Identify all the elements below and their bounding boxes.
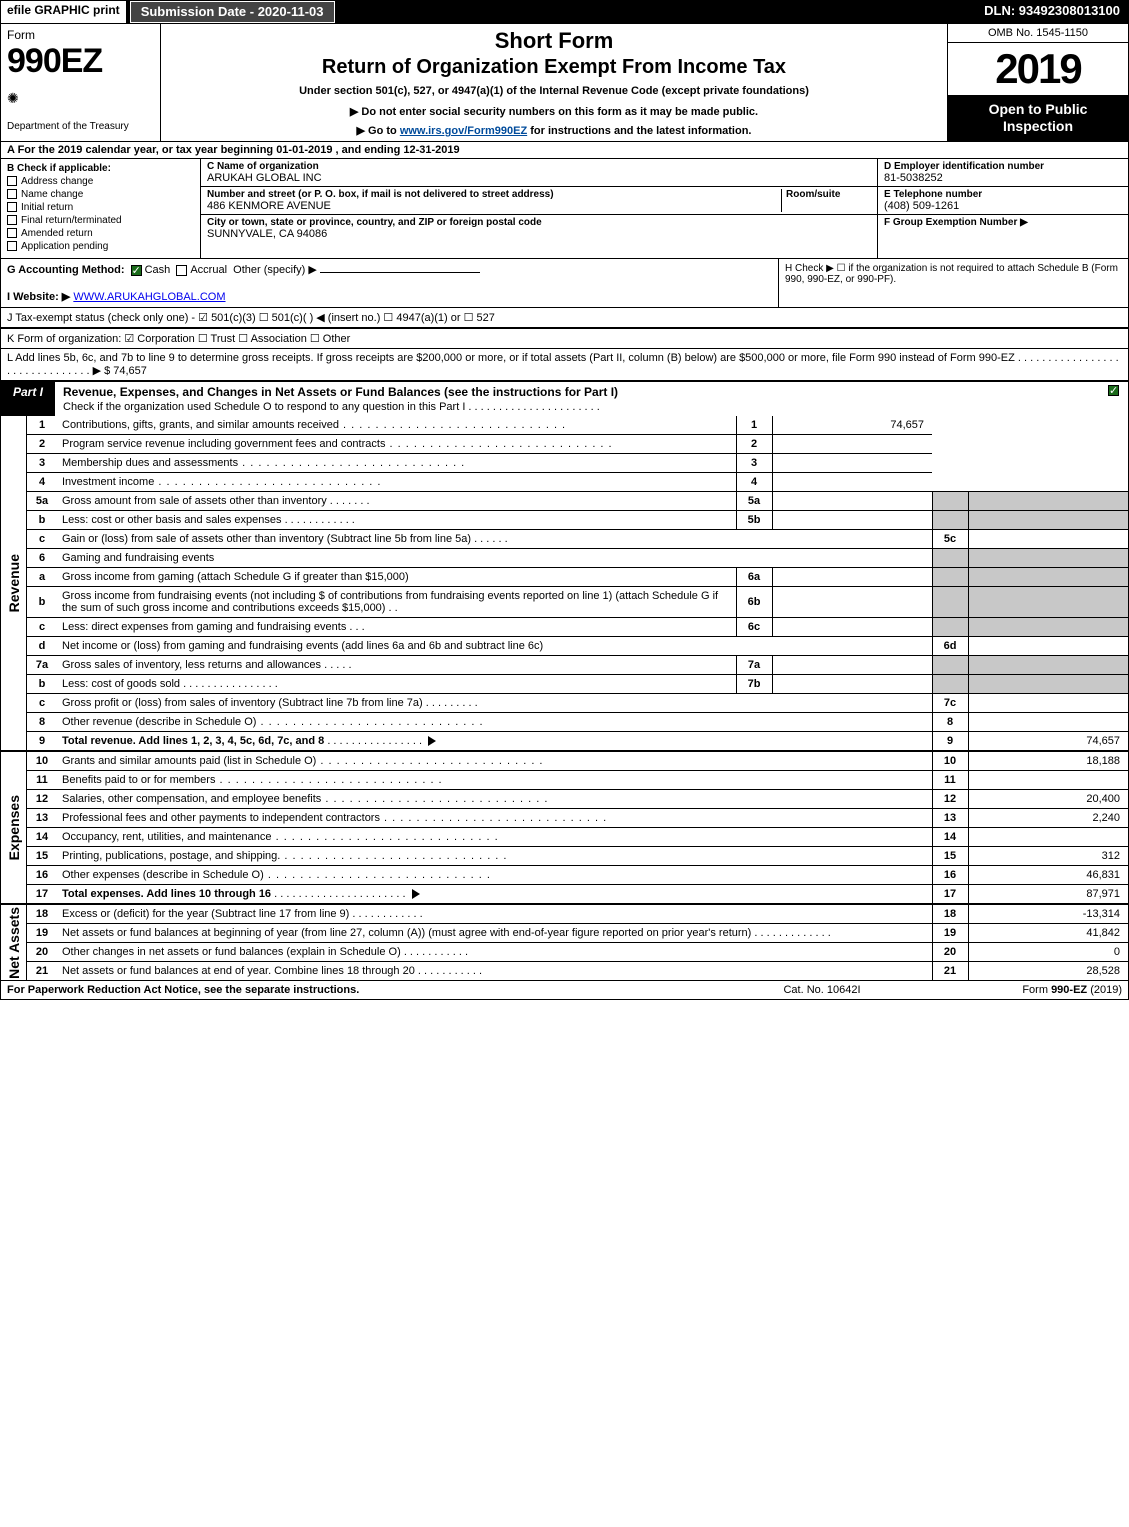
chk-amended-return[interactable]: Amended return xyxy=(7,228,194,239)
line-9-total-revenue: 74,657 xyxy=(968,732,1128,751)
header-left: Form 990EZ ✺ Department of the Treasury xyxy=(1,24,161,141)
revenue-vlabel: Revenue xyxy=(6,554,22,612)
line-17-total-expenses: 87,971 xyxy=(968,885,1128,904)
omb-number: OMB No. 1545-1150 xyxy=(948,24,1128,43)
open-inspection-badge: Open to Public Inspection xyxy=(948,95,1128,141)
chk-initial-return[interactable]: Initial return xyxy=(7,202,194,213)
line-a-tax-year: A For the 2019 calendar year, or tax yea… xyxy=(1,141,1128,158)
irs-link[interactable]: www.irs.gov/Form990EZ xyxy=(400,125,527,137)
catalog-number: Cat. No. 10642I xyxy=(722,984,922,996)
box-b-title: B Check if applicable: xyxy=(7,163,194,174)
net-assets-table: 18Excess or (deficit) for the year (Subt… xyxy=(27,905,1128,980)
chk-application-pending[interactable]: Application pending xyxy=(7,241,194,252)
return-title: Return of Organization Exempt From Incom… xyxy=(169,56,939,79)
address-value: 486 KENMORE AVENUE xyxy=(207,200,781,212)
net-assets-vlabel: Net Assets xyxy=(6,907,22,979)
form-footer-label: Form 990-EZ (2019) xyxy=(922,984,1122,996)
room-suite-label: Room/suite xyxy=(786,189,871,200)
part-1-checkbox[interactable] xyxy=(1099,382,1128,416)
department-label: Department of the Treasury xyxy=(7,121,154,132)
org-name: ARUKAH GLOBAL INC xyxy=(207,172,871,184)
line-g-accounting: G Accounting Method: Cash Accrual Other … xyxy=(1,259,778,307)
org-name-label: C Name of organization xyxy=(207,161,871,172)
line-j-tax-exempt: J Tax-exempt status (check only one) - ☑… xyxy=(1,307,1128,327)
line-21-net-assets-eoy: 28,528 xyxy=(968,962,1128,981)
line-g-label: G Accounting Method: xyxy=(7,264,125,276)
form-word: Form xyxy=(7,28,154,42)
chk-cash[interactable] xyxy=(131,265,142,276)
page-footer: For Paperwork Reduction Act Notice, see … xyxy=(1,980,1128,999)
treasury-seal-icon: ✺ xyxy=(7,90,19,107)
expenses-vlabel: Expenses xyxy=(6,795,22,860)
paperwork-notice: For Paperwork Reduction Act Notice, see … xyxy=(7,984,722,996)
tax-year: 2019 xyxy=(948,43,1128,95)
part-1-check-text: Check if the organization used Schedule … xyxy=(63,401,600,413)
triangle-icon xyxy=(428,736,436,746)
line-k-org-form: K Form of organization: ☑ Corporation ☐ … xyxy=(1,327,1128,348)
form-990ez-page: efile GRAPHIC print Submission Date - 20… xyxy=(0,0,1129,1000)
box-c: C Name of organization ARUKAH GLOBAL INC… xyxy=(201,159,878,258)
header-title-block: Short Form Return of Organization Exempt… xyxy=(161,24,948,141)
line-h-schedule-b: H Check ▶ ☐ if the organization is not r… xyxy=(778,259,1128,307)
box-d-e-f: D Employer identification number 81-5038… xyxy=(878,159,1128,258)
ein-label: D Employer identification number xyxy=(884,161,1122,172)
part-1-title: Revenue, Expenses, and Changes in Net As… xyxy=(55,382,1099,416)
form-number: 990EZ xyxy=(7,42,154,81)
form-header: Form 990EZ ✺ Department of the Treasury … xyxy=(1,23,1128,141)
website-link[interactable]: WWW.ARUKAHGLOBAL.COM xyxy=(73,291,225,303)
goto-pre: ▶ Go to xyxy=(357,125,400,137)
city-value: SUNNYVALE, CA 94086 xyxy=(207,228,871,240)
goto-instructions: ▶ Go to www.irs.gov/Form990EZ for instru… xyxy=(169,124,939,137)
chk-address-change[interactable]: Address change xyxy=(7,176,194,187)
ein-value: 81-5038252 xyxy=(884,172,1122,184)
triangle-icon xyxy=(412,889,420,899)
goto-post: for instructions and the latest informat… xyxy=(527,125,751,137)
telephone-value: (408) 509-1261 xyxy=(884,200,1122,212)
ssn-warning: ▶ Do not enter social security numbers o… xyxy=(169,105,939,118)
group-exemption-label: F Group Exemption Number ▶ xyxy=(884,217,1122,228)
efile-print-label[interactable]: efile GRAPHIC print xyxy=(1,1,126,23)
expenses-section: Expenses 10Grants and similar amounts pa… xyxy=(1,750,1128,903)
part-1-tab: Part I xyxy=(1,382,55,416)
line-i-label: I Website: ▶ xyxy=(7,291,70,303)
address-label: Number and street (or P. O. box, if mail… xyxy=(207,189,781,200)
header-right: OMB No. 1545-1150 2019 Open to Public In… xyxy=(948,24,1128,141)
chk-accrual[interactable] xyxy=(176,265,187,276)
net-assets-section: Net Assets 18Excess or (deficit) for the… xyxy=(1,903,1128,980)
box-b: B Check if applicable: Address change Na… xyxy=(1,159,201,258)
top-bar: efile GRAPHIC print Submission Date - 20… xyxy=(1,1,1128,23)
revenue-table: 1Contributions, gifts, grants, and simil… xyxy=(27,416,1128,750)
part-1-header: Part I Revenue, Expenses, and Changes in… xyxy=(1,380,1128,416)
city-label: City or town, state or province, country… xyxy=(207,217,871,228)
short-form-title: Short Form xyxy=(169,28,939,54)
dln-number: DLN: 93492308013100 xyxy=(976,1,1128,23)
lines-g-h: G Accounting Method: Cash Accrual Other … xyxy=(1,258,1128,307)
telephone-label: E Telephone number xyxy=(884,189,1122,200)
submission-date: Submission Date - 2020-11-03 xyxy=(130,1,335,23)
line-1-amt: 74,657 xyxy=(772,416,932,435)
expenses-table: 10Grants and similar amounts paid (list … xyxy=(27,752,1128,903)
line-l-gross-receipts: L Add lines 5b, 6c, and 7b to line 9 to … xyxy=(1,348,1128,380)
revenue-section: Revenue 1Contributions, gifts, grants, a… xyxy=(1,416,1128,750)
chk-name-change[interactable]: Name change xyxy=(7,189,194,200)
under-section-text: Under section 501(c), 527, or 4947(a)(1)… xyxy=(169,85,939,97)
boxes-b-through-f: B Check if applicable: Address change Na… xyxy=(1,158,1128,258)
chk-final-return[interactable]: Final return/terminated xyxy=(7,215,194,226)
